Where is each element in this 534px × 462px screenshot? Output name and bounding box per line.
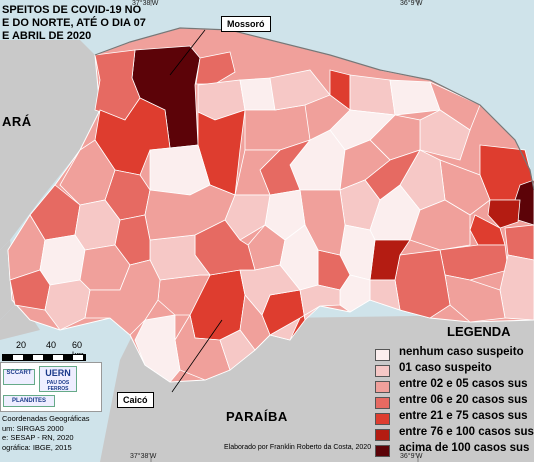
legend-title: LEGENDA [447, 324, 511, 339]
legend-label: nenhum caso suspeito [399, 346, 524, 358]
legend-item: entre 02 e 05 casos sus [375, 378, 534, 394]
legend-label: entre 76 e 100 casos sus [399, 426, 534, 438]
legend-label: acima de 100 casos sus [399, 442, 530, 454]
map-title: SPEITOS DE COVID-19 NO E DO NORTE, ATÉ O… [2, 4, 146, 43]
legend-item: nenhum caso suspeito [375, 346, 534, 362]
uern-logo-text: UERN [45, 368, 71, 378]
legend-label: entre 21 e 75 casos sus [399, 410, 528, 422]
note-line: e: SESAP - RN, 2020 [2, 433, 74, 442]
legend-item: entre 21 e 75 casos sus [375, 410, 534, 426]
scale-label-40: 40 [46, 340, 57, 350]
sccart-logo: SCCART [3, 369, 35, 385]
legend-swatch [375, 413, 390, 425]
legend-item: entre 06 e 20 casos sus [375, 394, 534, 410]
coastline [94, 27, 534, 191]
legend-swatch [375, 365, 390, 377]
caico-leader-line [171, 319, 223, 393]
note-line: ográfica: IBGE, 2015 [2, 442, 72, 452]
ceara-land [0, 40, 120, 250]
plandites-logo: PLANDITES [3, 395, 55, 407]
mossoro-leader-line [169, 29, 206, 76]
legend-label: 01 caso suspeito [399, 362, 492, 374]
legend: nenhum caso suspeito 01 caso suspeito en… [375, 346, 534, 458]
legend-label: entre 06 e 20 casos sus [399, 394, 528, 406]
note-line: Coordenadas Geográficas [2, 414, 90, 423]
map-title-line-3: E ABRIL DE 2020 [2, 30, 92, 42]
graticule [150, 0, 419, 462]
callout-mossoro: Mossoró [221, 16, 271, 32]
note-line: um: SIRGAS 2000 [2, 423, 64, 433]
legend-item: entre 76 e 100 casos sus [375, 426, 534, 442]
legend-item: acima de 100 casos sus [375, 442, 534, 458]
legend-swatch [375, 429, 390, 441]
legend-swatch [375, 445, 390, 457]
coord-bottom-right: 36°9'W [400, 453, 423, 460]
coord-top-left: 37°38'W [132, 0, 159, 7]
callout-caico: Caicó [117, 392, 154, 408]
legend-swatch [375, 381, 390, 393]
map-notes: Coordenadas Geográficas um: SIRGAS 2000 … [2, 414, 90, 452]
state-label-ceara: ARÁ [2, 114, 32, 129]
legend-swatch [375, 397, 390, 409]
uern-logo-subtext: PAU DOS FERROS [46, 380, 70, 392]
state-label-paraiba: PARAÍBA [226, 409, 288, 424]
logos-box: SCCART UERN PAU DOS FERROS PLANDITES [0, 362, 102, 412]
scale-label-20: 20 [16, 340, 27, 350]
map-title-line-1: SPEITOS DE COVID-19 NO [2, 4, 142, 16]
municipalities [7, 20, 534, 383]
map-credit: Elaborado por Franklin Roberto da Costa,… [224, 444, 372, 451]
legend-swatch [375, 349, 390, 361]
coord-bottom-left: 37°38'W [130, 453, 157, 460]
scale-bar-graphic [2, 354, 86, 361]
legend-item: 01 caso suspeito [375, 362, 534, 378]
map-title-line-2: E DO NORTE, ATÉ O DIA 07 [2, 17, 146, 29]
uern-logo: UERN PAU DOS FERROS [39, 366, 77, 392]
coord-top-right: 36°9'W [400, 0, 423, 7]
legend-label: entre 02 e 05 casos sus [399, 378, 528, 390]
